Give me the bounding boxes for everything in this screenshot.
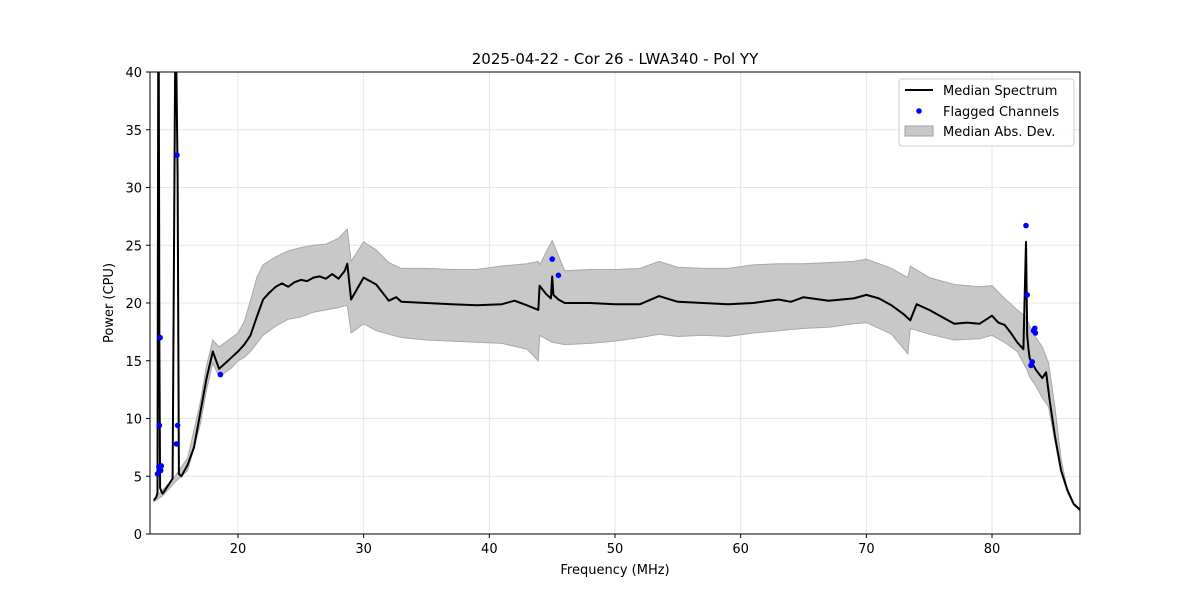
chart-title: 2025-04-22 - Cor 26 - LWA340 - Pol YY — [472, 50, 759, 68]
median-line-layer — [152, 72, 1080, 511]
y-tick-label: 25 — [125, 239, 142, 254]
legend-frame — [898, 78, 1075, 147]
legend-label-flagged-channels: Flagged Channels — [943, 105, 1059, 120]
x-tick-label: 50 — [607, 542, 624, 557]
flagged-points-layer — [154, 152, 1039, 477]
y-tick-label: 40 — [125, 66, 142, 81]
flagged-channel-point — [1023, 222, 1029, 229]
x-tick-label: 20 — [230, 542, 247, 557]
x-axis-ticks: 20 30 40 50 60 70 80 — [230, 534, 1001, 557]
flagged-channel-point — [157, 334, 163, 341]
x-tick-label: 30 — [355, 542, 372, 557]
y-tick-label: 15 — [125, 355, 142, 370]
y-tick-label: 5 — [134, 470, 142, 485]
flagged-channel-point — [156, 422, 163, 429]
flagged-channel-point — [1032, 330, 1039, 336]
flagged-channel-point — [174, 422, 181, 429]
y-axis-ticks: 0 5 10 15 20 25 30 35 40 — [125, 66, 150, 543]
x-tick-label: 60 — [732, 542, 749, 557]
x-tick-label: 80 — [984, 542, 1001, 557]
flagged-channel-point — [174, 152, 180, 158]
y-axis-label: Power (CPU) — [102, 263, 117, 343]
y-tick-label: 0 — [134, 528, 142, 543]
flagged-channel-point — [555, 272, 562, 279]
legend: Median Spectrum Flagged Channels Median … — [898, 78, 1075, 147]
flagged-channel-point — [217, 371, 224, 378]
legend-label-median-abs-dev: Median Abs. Dev. — [943, 125, 1055, 140]
flagged-channel-point — [1029, 359, 1035, 365]
flagged-channel-point — [549, 256, 555, 262]
flagged-channel-point — [157, 467, 164, 474]
flagged-channel-point — [173, 441, 180, 447]
x-axis-label: Frequency (MHz) — [560, 563, 669, 578]
legend-marker-swatch — [916, 108, 922, 114]
flagged-channel-point — [158, 463, 165, 469]
y-tick-label: 10 — [125, 413, 142, 428]
y-tick-label: 35 — [125, 124, 142, 139]
y-tick-label: 30 — [125, 182, 142, 197]
median-spectrum-line — [152, 72, 1080, 511]
x-tick-label: 70 — [858, 542, 875, 557]
y-tick-label: 20 — [125, 297, 142, 312]
x-tick-label: 40 — [481, 542, 498, 557]
legend-band-swatch — [904, 125, 934, 137]
flagged-channel-point — [1024, 292, 1030, 298]
legend-label-median-spectrum: Median Spectrum — [943, 84, 1057, 99]
flagged-channel-point — [1032, 325, 1038, 332]
